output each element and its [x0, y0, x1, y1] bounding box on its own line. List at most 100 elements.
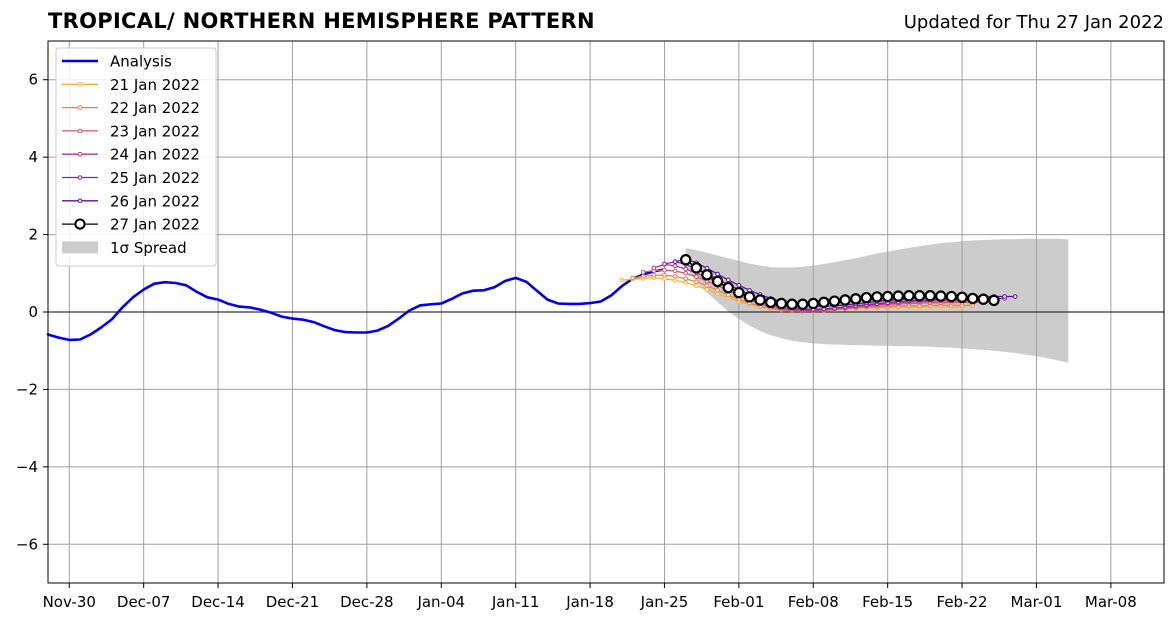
- x-tick-label: Feb-15: [862, 593, 913, 611]
- current-forecast-point: [754, 294, 766, 306]
- current-forecast-point: [839, 294, 851, 306]
- forecast-2-point: [630, 275, 635, 281]
- forecast-1-point: [619, 277, 625, 283]
- legend-label: 23 Jan 2022: [110, 122, 200, 140]
- current-forecast-point: [892, 290, 904, 302]
- x-tick-label: Mar-01: [1011, 593, 1063, 611]
- legend-label: 24 Jan 2022: [110, 146, 200, 164]
- y-tick-label: −4: [16, 458, 38, 476]
- current-forecast-point: [828, 295, 841, 307]
- legend-label: 1σ Spread: [110, 239, 187, 257]
- y-tick-label: −2: [16, 380, 38, 398]
- legend-swatch-marker: [77, 198, 83, 204]
- legend-label: 26 Jan 2022: [110, 192, 200, 210]
- forecast-3-point: [640, 269, 646, 275]
- x-tick-label: Jan-04: [416, 593, 465, 611]
- y-tick-label: 4: [28, 148, 38, 166]
- legend-swatch-marker: [74, 218, 86, 230]
- forecast-1-point: [704, 287, 710, 292]
- legend-swatch-marker: [77, 105, 83, 110]
- current-forecast-point: [701, 269, 713, 281]
- forecast-2-point: [725, 292, 731, 298]
- forecast-1-point: [694, 283, 699, 288]
- forecast-6-point: [715, 271, 720, 277]
- forecast-2-point: [672, 274, 678, 279]
- legend-swatch-marker: [77, 151, 83, 157]
- x-tick-label: Dec-07: [117, 593, 171, 611]
- current-forecast-point: [881, 290, 894, 303]
- legend-label: 27 Jan 2022: [110, 216, 200, 234]
- current-forecast-point: [796, 298, 809, 310]
- forecast-3-point: [683, 270, 689, 276]
- legend-label: 25 Jan 2022: [110, 169, 200, 187]
- current-forecast-point: [775, 297, 788, 310]
- x-tick-label: Jan-25: [640, 593, 689, 611]
- legend-label: 22 Jan 2022: [110, 99, 200, 117]
- forecast-2-point: [640, 274, 646, 279]
- forecast-3-point: [672, 268, 678, 274]
- y-tick-label: 0: [28, 303, 38, 321]
- series-layer: [46, 254, 1018, 342]
- forecast-4-point: [683, 266, 689, 272]
- current-forecast-point: [690, 262, 703, 274]
- forecast-1-point: [672, 277, 678, 283]
- forecast-1-point: [683, 280, 689, 285]
- x-tick-label: Jan-18: [565, 593, 614, 611]
- forecast-6-point: [1012, 294, 1018, 299]
- current-forecast-point: [903, 290, 915, 302]
- current-forecast-point: [711, 275, 724, 288]
- forecast-2-point: [651, 272, 657, 278]
- y-tick-label: −6: [16, 535, 38, 553]
- forecast-5-point: [662, 261, 667, 267]
- legend-label: 21 Jan 2022: [110, 76, 200, 94]
- current-forecast-point: [733, 286, 745, 299]
- current-forecast-point: [871, 291, 883, 303]
- current-forecast-point: [786, 298, 798, 310]
- plot-frame: [47, 40, 1165, 584]
- current-forecast-point: [765, 296, 777, 309]
- x-tick-label: Feb-01: [713, 593, 764, 611]
- y-tick-label: 2: [28, 226, 38, 244]
- forecast-2-point: [683, 276, 689, 282]
- current-forecast-point: [680, 254, 692, 266]
- analysis-line: [46, 268, 666, 342]
- current-forecast-point: [818, 296, 830, 309]
- forecast-2-point: [694, 279, 699, 285]
- current-forecast-point: [988, 294, 1000, 307]
- chart-title: TROPICAL/ NORTHERN HEMISPHERE PATTERN: [48, 9, 595, 33]
- legend-swatch-marker: [77, 175, 83, 180]
- x-tick-label: Dec-21: [266, 593, 320, 611]
- current-forecast-point: [935, 290, 947, 302]
- grid-layer: [48, 41, 1164, 583]
- current-forecast-point: [977, 293, 990, 305]
- x-tick-label: Dec-28: [340, 593, 394, 611]
- current-forecast-point: [850, 293, 862, 305]
- x-tick-label: Feb-08: [788, 593, 839, 611]
- axes-layer: Nov-30 Dec-07 Dec-14 Dec-21 Dec-28 Jan-04 Jan-…: [16, 40, 1165, 611]
- forecast-4-point: [672, 263, 678, 269]
- current-forecast-point: [913, 290, 926, 302]
- forecast-2-point: [715, 288, 720, 293]
- current-forecast-point: [945, 290, 958, 303]
- forecast-6-point: [1002, 294, 1007, 299]
- current-forecast-point: [860, 291, 873, 304]
- legend-swatch-spread: [62, 241, 98, 254]
- legend: Analysis 21 Jan 2022 22 Jan 2022 23 Jan 202…: [55, 47, 217, 267]
- forecast-6-point: [672, 259, 678, 264]
- current-forecast-point: [924, 290, 936, 302]
- current-forecast-point: [966, 292, 979, 305]
- chart-subtitle: Updated for Thu 27 Jan 2022: [903, 12, 1164, 33]
- legend-swatch-marker: [77, 128, 83, 134]
- current-forecast-point: [956, 291, 968, 303]
- y-tick-label: 6: [28, 71, 38, 89]
- x-tick-label: Jan-11: [491, 593, 540, 611]
- forecast-3-point: [694, 274, 699, 280]
- legend-swatch-marker: [77, 82, 83, 87]
- current-forecast-point: [722, 281, 734, 294]
- x-tick-label: Nov-30: [43, 593, 96, 611]
- current-forecast-point: [743, 291, 756, 303]
- forecast-6-point: [725, 277, 731, 283]
- x-tick-label: Mar-08: [1085, 593, 1137, 611]
- x-tick-label: Feb-22: [937, 593, 988, 611]
